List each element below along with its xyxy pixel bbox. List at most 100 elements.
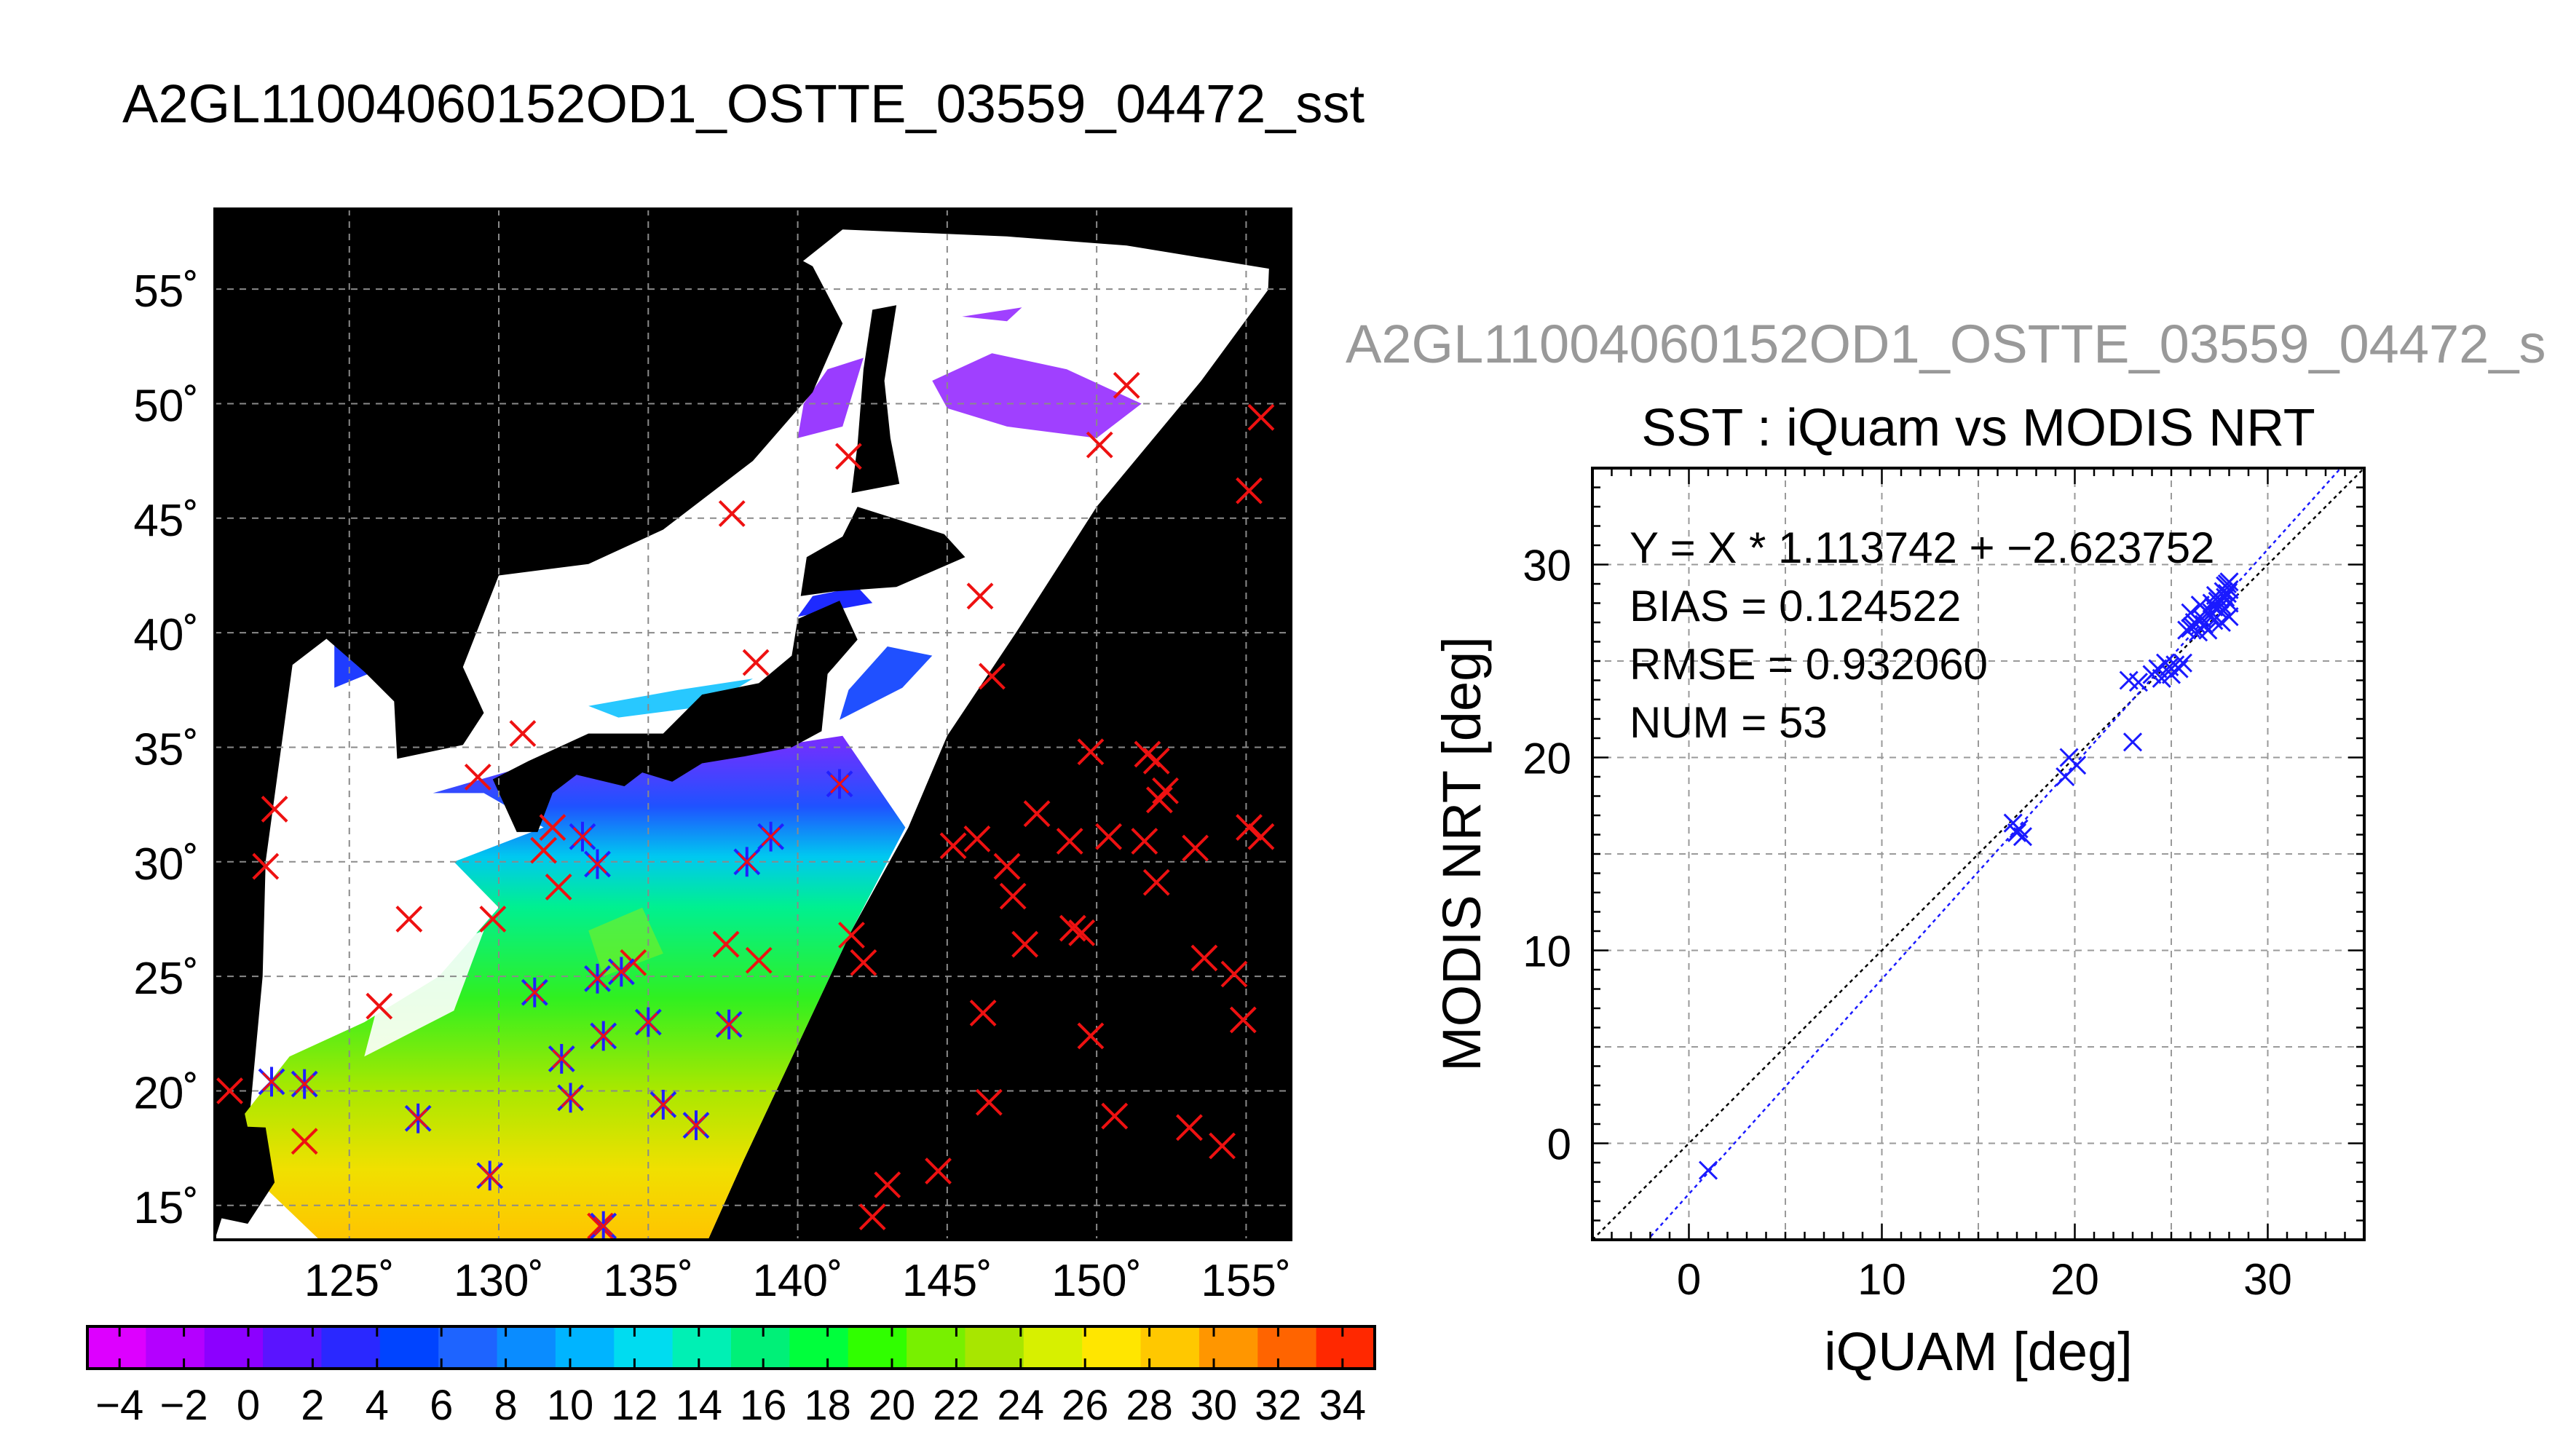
colorbar-tick-label: 30: [1190, 1382, 1238, 1429]
scatter-point: [2181, 618, 2200, 638]
colorbar-swatch: [1316, 1326, 1375, 1369]
scatter-header-title: A2GL11004060152OD1_OSTTE_03559_04472_s: [1346, 314, 2546, 374]
scatter-stat-line: NUM = 53: [1630, 698, 1828, 747]
map-marker-red: [858, 1203, 886, 1230]
land-luzon: [215, 1125, 275, 1224]
colorbar-tick-label: −4: [95, 1382, 143, 1429]
map-marker-red: [545, 873, 572, 901]
colorbar-tick-label: 22: [933, 1382, 980, 1429]
map-marker-red: [1236, 814, 1263, 842]
colorbar-swatch: [146, 1326, 205, 1369]
map-marker-red: [1209, 1132, 1236, 1160]
cloud-patch-2: [265, 815, 446, 931]
map-marker-blue-red: [261, 1072, 282, 1091]
map-marker-red: [1152, 777, 1179, 804]
map-lat-tick-label: 40˚: [133, 610, 199, 660]
map-marker-red: [1086, 431, 1113, 459]
colorbar-tick-label: 34: [1319, 1382, 1367, 1429]
map-title: A2GL11004060152OD1_OSTTE_03559_04472_sst: [122, 74, 1365, 134]
colorbar-swatch: [672, 1326, 732, 1369]
map-marker-red: [1247, 823, 1275, 850]
map-lat-tick-label: 20˚: [133, 1068, 199, 1118]
scatter-point: [2187, 614, 2206, 634]
map-marker-blue-red: [653, 1095, 673, 1115]
colorbar-tick-label: 4: [366, 1382, 389, 1429]
map-marker-red: [1142, 747, 1170, 775]
scatter-point: [2169, 659, 2189, 678]
map-marker-red: [966, 582, 994, 610]
scatter-y-tick-label: 10: [1523, 927, 1571, 976]
map-lon-tick-label: 140˚: [753, 1256, 843, 1306]
scatter-x-tick-label: 10: [1857, 1255, 1906, 1304]
map-marker-red: [1023, 800, 1051, 828]
map-marker-blue-red: [719, 1015, 739, 1034]
scatter-point: [2219, 593, 2239, 613]
scatter-point: [2148, 659, 2168, 678]
colorbar-frame: [86, 1325, 1376, 1370]
map-marker-red: [509, 720, 537, 748]
map-marker-red: [1247, 403, 1275, 431]
map-marker-red: [993, 852, 1021, 880]
colorbar-tick-label: 28: [1126, 1382, 1173, 1429]
colorbar-swatch: [379, 1326, 439, 1369]
scatter-y-tick-label: 30: [1523, 542, 1571, 590]
sst-patch: [588, 907, 663, 977]
map-marker-red: [979, 662, 1006, 690]
map-marker-red: [1077, 1022, 1105, 1050]
scatter-stat-line: Y = X * 1.113742 + −2.623752: [1630, 523, 2215, 572]
map-marker-red: [1220, 960, 1248, 988]
colorbar-tick-label: 16: [740, 1382, 787, 1429]
map-lat-tick-label: 25˚: [133, 954, 199, 1004]
scatter-y-tick-label: 0: [1547, 1120, 1571, 1169]
colorbar-tick-label: 32: [1255, 1382, 1302, 1429]
scatter-ticks: [1591, 467, 2366, 1241]
colorbar-swatch: [1257, 1326, 1317, 1369]
sst-patch-sea-of-japan: [588, 678, 753, 718]
map-marker-red: [975, 1088, 1003, 1116]
map-marker-red: [834, 443, 862, 470]
colorbar-swatch: [848, 1326, 907, 1369]
map-lon-tick-label: 150˚: [1051, 1256, 1142, 1306]
map-lat-tick-label: 45˚: [133, 496, 199, 546]
map-marker-blue-red: [572, 827, 593, 847]
map-marker-red: [587, 1212, 615, 1240]
map-marker-blue-red: [830, 774, 850, 794]
map-marker-blue-red: [588, 969, 607, 989]
map-lon-tick-label: 135˚: [603, 1256, 693, 1306]
map-marker-red: [1175, 1114, 1203, 1142]
scatter-stat-line: BIAS = 0.124522: [1630, 582, 1961, 630]
scatter-y-axis-label: MODIS NRT [deg]: [1431, 636, 1492, 1072]
map-frame: [213, 207, 1292, 1241]
map-lat-tick-label: 30˚: [133, 839, 199, 890]
scatter-point: [2204, 597, 2224, 617]
sst-patch-okhotsk-2: [962, 307, 1022, 322]
colorbar-tick-label: 2: [301, 1382, 324, 1429]
land-asia: [215, 209, 843, 759]
map-marker-red: [216, 1077, 243, 1104]
map-lon-tick-label: 125˚: [304, 1256, 395, 1306]
map-marker-red: [1011, 930, 1039, 958]
colorbar-tick-label: 0: [237, 1382, 260, 1429]
land-taiwan: [215, 971, 260, 1045]
scatter-point: [2216, 576, 2235, 596]
map-marker-red: [1229, 1006, 1257, 1034]
map-marker-red: [925, 1158, 952, 1185]
map-marker-red: [252, 852, 280, 880]
map-marker-blue-red: [686, 1115, 706, 1135]
map-marker-blue-red: [552, 1049, 572, 1069]
land-kyushu-shikoku-honshu: [492, 601, 858, 832]
map-marker-blue-red: [408, 1109, 428, 1128]
land-kamchatka: [1264, 209, 1291, 386]
sst-map: 15˚ 20˚ 25˚ 30˚ 35˚ 40˚ 45˚ 50˚ 55˚ 125˚ 130˚ 135˚ 1…: [133, 207, 1292, 1306]
colorbar-tick-label: 14: [676, 1382, 723, 1429]
scatter-point: [1698, 1160, 1718, 1180]
colorbar-swatch: [789, 1326, 849, 1369]
sst-patch-okhotsk: [932, 353, 1142, 438]
map-lat-tick-label: 15˚: [133, 1183, 199, 1233]
map-lat-tick-label: 50˚: [133, 381, 199, 431]
map-marker-red: [1131, 828, 1158, 855]
colorbar-tick-label: 12: [611, 1382, 658, 1429]
map-marker-blue-red: [295, 1074, 315, 1094]
colorbar-tick-label: 26: [1062, 1382, 1109, 1429]
